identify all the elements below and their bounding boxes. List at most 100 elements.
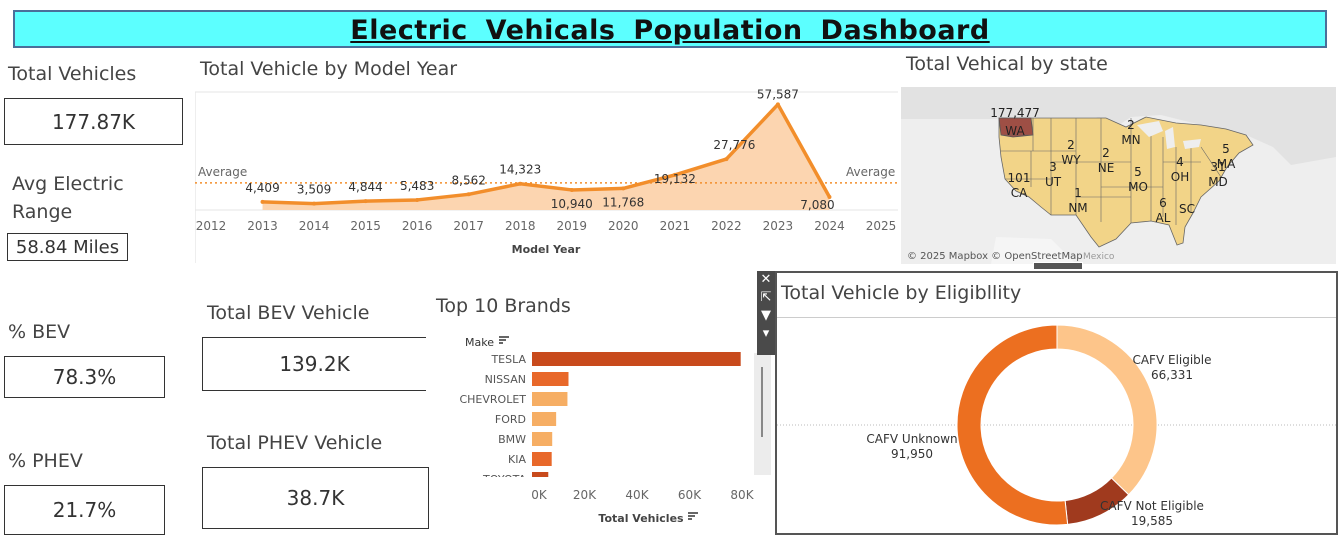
map-state-value: 1 [1074, 186, 1082, 200]
filter-icon[interactable]: ▼ [761, 308, 771, 323]
pct-phev-card: 21.7% [4, 485, 165, 535]
model-year-tick-label: 2023 [763, 219, 794, 233]
dashboard-title: Electric Vehicals Population Dashboard [350, 15, 990, 46]
model-year-point[interactable] [363, 199, 368, 204]
model-year-point[interactable] [672, 172, 677, 177]
bar-x-ticks: 0K 20K 40K 60K 80K [531, 488, 754, 502]
eligibility-panel[interactable] [775, 271, 1338, 535]
model-year-line[interactable] [262, 102, 831, 206]
model-year-data-label: 3,509 [297, 183, 331, 197]
bar-tick-label: 80K [730, 488, 754, 502]
bar-category-label: KIA [508, 453, 526, 466]
model-year-data-label: 8,562 [452, 173, 486, 187]
model-year-data-label: 27,776 [713, 138, 755, 152]
donut-slice[interactable] [1056, 324, 1158, 496]
map-state-borders [1001, 118, 1222, 225]
map-canada [901, 87, 1336, 165]
map-state-value: 6 [1159, 196, 1167, 210]
map-usa [998, 116, 1254, 248]
pct-phev-label: % PHEV [8, 450, 83, 472]
donut-slice-value: 19,585 [1131, 514, 1173, 528]
average-label-left: Average [198, 165, 247, 179]
map-state-value: 4 [1176, 155, 1184, 169]
eligibility-title: Total Vehicle by Eligibllity [781, 282, 1022, 304]
map-state-code: NM [1068, 201, 1087, 215]
total-bev-value: 139.2K [279, 352, 350, 376]
bar-mark[interactable] [532, 432, 553, 446]
model-year-tick-label: 2018 [505, 219, 536, 233]
model-year-point[interactable] [466, 192, 471, 197]
avg-range-value: 58.84 Miles [15, 236, 120, 258]
bar-tick-label: 20K [573, 488, 597, 502]
model-year-x-axis-label: Model Year [512, 243, 581, 256]
bar-mark[interactable] [532, 452, 552, 466]
model-year-area-layer [262, 104, 830, 210]
model-year-area [262, 104, 830, 210]
avg-range-label: Avg Electric Range [12, 170, 124, 226]
total-phev-value: 38.7K [286, 486, 345, 510]
sort-icon[interactable] [499, 336, 509, 344]
popout-icon[interactable]: ⇱ [760, 290, 772, 305]
map-state-code: NE [1098, 161, 1115, 175]
model-year-point[interactable] [827, 195, 832, 200]
close-icon[interactable]: ✕ [760, 272, 772, 287]
map-state-code: WA [1005, 124, 1025, 138]
donut-slice-value: 91,950 [891, 447, 933, 461]
map-state-value: 3 [1049, 160, 1057, 174]
model-year-point[interactable] [260, 199, 265, 204]
total-bev-label: Total BEV Vehicle [207, 302, 370, 324]
map-washington[interactable] [998, 117, 1034, 138]
model-year-tick-label: 2017 [453, 219, 484, 233]
model-year-data-label: 4,844 [348, 180, 382, 194]
map-state-value: 2 [1127, 118, 1135, 132]
x-sort-icon[interactable] [688, 512, 698, 520]
bar-x-axis-label: Total Vehicles [598, 512, 684, 525]
model-year-data-label: 5,483 [400, 179, 434, 193]
model-year-point[interactable] [621, 186, 626, 191]
model-year-point[interactable] [312, 201, 317, 206]
dropdown-icon[interactable]: ▾ [762, 326, 770, 341]
model-year-tick-label: 2015 [350, 219, 381, 233]
donut-marks-layer [956, 324, 1158, 526]
donut-slice[interactable] [956, 324, 1069, 526]
bar-mark[interactable] [532, 392, 568, 406]
map-state-code: MA [1217, 157, 1236, 171]
map-state-code: CA [1011, 186, 1028, 200]
map-state-code: SC [1179, 202, 1195, 216]
model-year-tick-label: 2022 [711, 219, 742, 233]
model-year-tick-label: 2024 [814, 219, 845, 233]
model-year-chart: 4,409 3,509 4,844 5,483 8,562 14,323 10,940 11,… [195, 88, 898, 263]
bar-category-label: TESLA [490, 353, 526, 366]
total-bev-card: 139.2K [202, 337, 426, 391]
map-state-value: 2 [1067, 138, 1075, 152]
model-year-point[interactable] [518, 181, 523, 186]
map-mexico-label: Mexico [1083, 252, 1115, 262]
bar-mark[interactable] [532, 372, 569, 386]
pct-bev-card: 78.3% [4, 356, 165, 398]
model-year-tick-label: 2016 [402, 219, 433, 233]
map-state-code: UT [1045, 175, 1062, 189]
map-resize-handle[interactable] [1033, 262, 1083, 270]
bar-mark[interactable] [532, 412, 557, 426]
bar-mark[interactable] [532, 352, 741, 366]
model-year-point[interactable] [569, 187, 574, 192]
worksheet-toolbar: ✕ ⇱ ▼ ▾ [757, 271, 775, 355]
bar-scrollbar-track[interactable] [754, 353, 771, 475]
model-year-data-label: 7,080 [800, 198, 834, 212]
model-year-point[interactable] [415, 197, 420, 202]
bar-scrollbar-thumb[interactable] [761, 367, 763, 437]
total-vehicles-label: Total Vehicles [8, 63, 137, 85]
map-state-value: 5 [1222, 142, 1230, 156]
total-vehicles-value: 177.87K [51, 109, 136, 134]
model-year-point[interactable] [724, 157, 729, 162]
avg-range-card: 58.84 Miles [7, 233, 128, 261]
pct-bev-label: % BEV [8, 321, 71, 343]
bar-tick-label: 60K [678, 488, 702, 502]
model-year-tick-label: 2012 [196, 219, 227, 233]
map-state-code: OH [1171, 170, 1189, 184]
bar-y-header: Make [465, 336, 494, 349]
model-year-point[interactable] [775, 102, 780, 107]
